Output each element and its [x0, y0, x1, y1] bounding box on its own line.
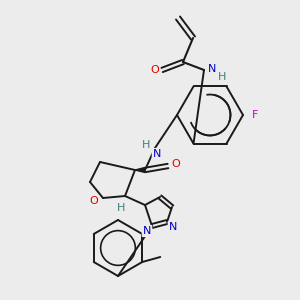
- Text: F: F: [252, 110, 258, 120]
- Text: N: N: [169, 222, 177, 232]
- Text: H: H: [218, 72, 226, 82]
- Text: H: H: [142, 140, 150, 150]
- Text: O: O: [151, 65, 159, 75]
- Text: N: N: [143, 226, 151, 236]
- Text: N: N: [208, 64, 216, 74]
- Text: O: O: [90, 196, 98, 206]
- Text: O: O: [172, 159, 180, 169]
- Text: H: H: [117, 203, 125, 213]
- Polygon shape: [135, 167, 145, 172]
- Text: N: N: [153, 149, 161, 159]
